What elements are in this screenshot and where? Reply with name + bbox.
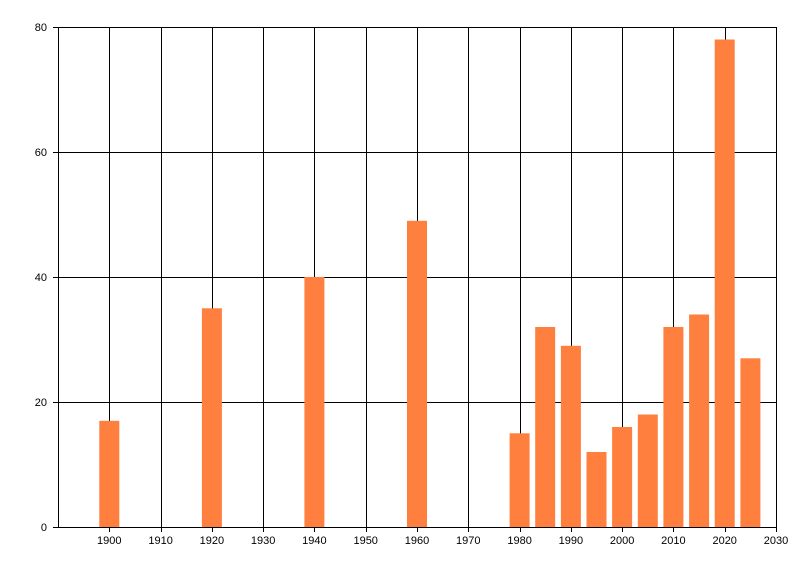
x-tick-label-1940: 1940 — [302, 535, 326, 547]
x-tick-label-1900: 1900 — [97, 535, 121, 547]
bars — [99, 39, 761, 528]
bar-1940 — [304, 277, 325, 527]
y-tick-label-80: 80 — [35, 22, 47, 34]
x-tick-label-1910: 1910 — [148, 535, 172, 547]
bar-2005 — [637, 414, 658, 527]
bar-2020 — [714, 39, 735, 527]
bar-1985 — [535, 327, 556, 527]
bar-1990 — [560, 345, 581, 528]
bar-2010 — [663, 327, 684, 527]
bar-2015 — [689, 314, 710, 527]
x-tick-label-1990: 1990 — [559, 535, 583, 547]
x-tick-label-1950: 1950 — [353, 535, 377, 547]
y-tick-label-60: 60 — [35, 147, 47, 159]
x-tick-label-1930: 1930 — [251, 535, 275, 547]
bar-2000 — [612, 427, 633, 527]
tick-labels: 1900 1910 1920 1930 1940 1950 1960 1970 1980 1990… — [35, 22, 788, 547]
axes — [53, 27, 777, 532]
bar-1960 — [407, 220, 427, 528]
y-tick-label-40: 40 — [35, 272, 47, 284]
bar-2025 — [740, 358, 761, 528]
y-tick-label-0: 0 — [41, 522, 47, 534]
x-tick-label-1960: 1960 — [405, 535, 429, 547]
x-tick-label-1920: 1920 — [200, 535, 224, 547]
x-tick-label-2030: 2030 — [764, 535, 788, 547]
y-tick-label-20: 20 — [35, 397, 47, 409]
bar-1920 — [201, 308, 222, 528]
bar-1980 — [509, 433, 530, 528]
x-tick-label-1980: 1980 — [507, 535, 531, 547]
x-tick-label-2010: 2010 — [661, 535, 685, 547]
bar-1995 — [586, 452, 607, 527]
x-tick-label-1970: 1970 — [456, 535, 480, 547]
bar-1900 — [99, 420, 120, 528]
x-tick-label-2000: 2000 — [610, 535, 634, 547]
x-tick-label-2020: 2020 — [712, 535, 736, 547]
